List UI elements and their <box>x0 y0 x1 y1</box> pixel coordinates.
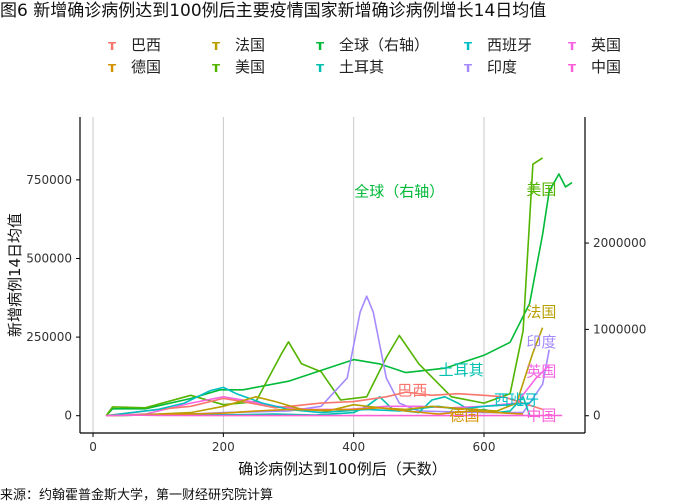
y2-tick-label: 0 <box>593 409 601 423</box>
y2-tick-label: 2000000 <box>593 236 646 250</box>
legend-label: 巴西 <box>131 36 162 54</box>
x-tick-label: 0 <box>89 440 97 454</box>
legend-label: 西班牙 <box>487 36 533 54</box>
series-line <box>106 327 544 417</box>
series-line <box>105 173 573 417</box>
legend-item: ᴛ 美国 <box>212 56 265 77</box>
legend-item: ᴛ 印度 <box>464 56 517 77</box>
y-axis-title: 新增病例14日均值 <box>6 213 24 337</box>
legend-key-glyph: ᴛ <box>464 38 473 54</box>
chart-title: 图6 新增确诊病例达到100例后主要疫情国家新增确诊病例增长14日均值 <box>0 1 547 21</box>
source-note: 来源：约翰霍普金斯大学，第一财经研究院计算 <box>0 488 274 503</box>
legend-item: ᴛ 中国 <box>568 56 621 77</box>
legend-key-glyph: ᴛ <box>568 60 577 76</box>
legend-item: ᴛ 德国 <box>108 56 161 77</box>
series-label: 英国 <box>526 363 556 381</box>
legend-label: 美国 <box>235 58 266 76</box>
y-tick-label: 750000 <box>26 173 72 187</box>
legend-key-glyph: ᴛ <box>212 38 221 54</box>
series-line <box>106 391 543 417</box>
legend-key-glyph: ᴛ <box>464 60 473 76</box>
series-label: 全球（右轴） <box>354 182 444 200</box>
legend-key-glyph: ᴛ <box>316 38 325 54</box>
legend-label: 全球（右轴） <box>339 36 430 54</box>
y-tick-label: 250000 <box>26 330 72 344</box>
legend-item: ᴛ 西班牙 <box>464 34 532 55</box>
y2-tick-label: 1000000 <box>593 322 646 336</box>
series-label: 德国 <box>449 407 479 425</box>
x-tick-label: 400 <box>342 440 365 454</box>
legend-item: ᴛ 全球（右轴） <box>316 34 429 55</box>
legend-label: 德国 <box>131 58 162 76</box>
series-label: 美国 <box>526 180 556 198</box>
legend-label: 土耳其 <box>339 58 385 76</box>
legend-item: ᴛ 英国 <box>568 34 621 55</box>
legend-key-glyph: ᴛ <box>316 60 325 76</box>
legend-key-glyph: ᴛ <box>108 60 117 76</box>
legend-item: ᴛ 土耳其 <box>316 56 384 77</box>
x-tick-label: 200 <box>212 440 235 454</box>
series-label: 西班牙 <box>494 391 539 409</box>
x-axis-title: 确诊病例达到100例后（天数） <box>238 460 447 478</box>
legend-label: 中国 <box>591 58 622 76</box>
x-tick-label: 600 <box>473 440 496 454</box>
legend-label: 英国 <box>591 36 622 54</box>
series-label: 中国 <box>526 407 556 425</box>
legend-key-glyph: ᴛ <box>212 60 221 76</box>
legend-key-glyph: ᴛ <box>568 38 577 54</box>
series-label: 土耳其 <box>439 361 484 379</box>
series-label: 法国 <box>526 303 556 321</box>
legend-item: ᴛ 巴西 <box>108 34 161 55</box>
series-label: 巴西 <box>397 382 427 400</box>
series-line <box>106 407 524 417</box>
series-label: 印度 <box>526 333 556 351</box>
y-tick-label: 500000 <box>26 251 72 265</box>
legend-key-glyph: ᴛ <box>108 38 117 54</box>
y-tick-label: 0 <box>64 409 72 423</box>
legend-label: 印度 <box>487 58 518 76</box>
legend-label: 法国 <box>235 36 266 54</box>
series-line <box>106 414 563 417</box>
legend-item: ᴛ 法国 <box>212 34 265 55</box>
